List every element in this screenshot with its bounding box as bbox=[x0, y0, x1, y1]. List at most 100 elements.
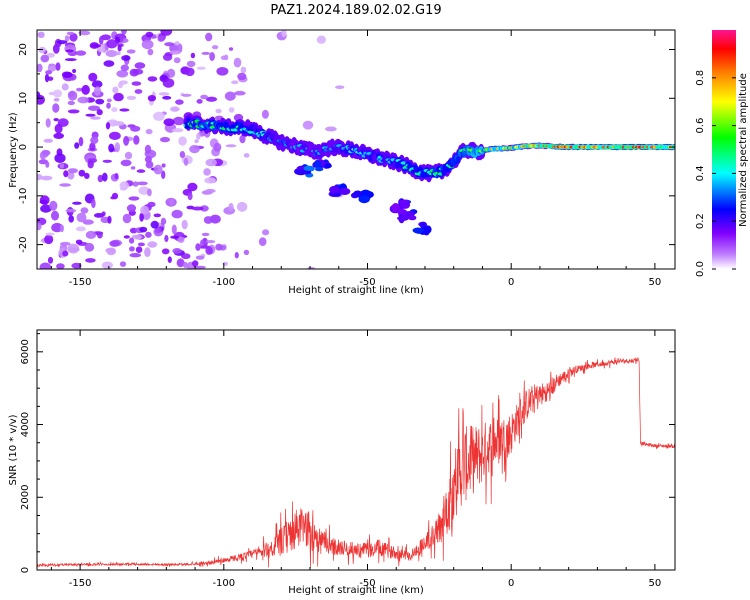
spectrogram-frame bbox=[36, 29, 676, 270]
noise-speckle bbox=[40, 204, 52, 213]
colorbar-tick-label: 0.4 bbox=[695, 165, 706, 181]
noise-speckle bbox=[177, 236, 185, 243]
figure-title: PAZ1.2024.189.02.02.G19 bbox=[270, 3, 441, 18]
noise-speckle bbox=[167, 256, 172, 264]
noise-speckle bbox=[67, 243, 80, 254]
noise-speckle bbox=[67, 100, 76, 106]
noise-speckle bbox=[91, 44, 101, 48]
noise-speckle bbox=[114, 142, 121, 153]
noise-speckle bbox=[169, 198, 175, 206]
noise-speckle bbox=[132, 234, 143, 240]
noise-speckle bbox=[106, 247, 116, 256]
noise-speckle bbox=[67, 168, 78, 174]
noise-speckle bbox=[132, 181, 139, 187]
signal-blob bbox=[315, 167, 324, 172]
noise-speckle bbox=[224, 91, 236, 101]
noise-speckle bbox=[171, 209, 183, 219]
noise-speckle bbox=[175, 99, 184, 105]
noise-speckle bbox=[126, 204, 137, 213]
noise-speckle bbox=[45, 70, 53, 75]
ridge-core bbox=[247, 130, 254, 134]
noise-speckle bbox=[80, 207, 89, 214]
noise-speckle bbox=[85, 258, 96, 263]
noise-speckle bbox=[119, 80, 128, 85]
x-tick-label: -100 bbox=[212, 578, 235, 589]
noise-speckle bbox=[106, 39, 118, 49]
noise-speckle bbox=[176, 258, 185, 268]
noise-speckle bbox=[243, 153, 250, 158]
noise-speckle bbox=[82, 219, 94, 225]
noise-speckle bbox=[117, 44, 122, 52]
noise-speckle bbox=[234, 90, 246, 96]
spectrogram-x-label: Height of straight line (km) bbox=[288, 285, 424, 296]
noise-speckle bbox=[176, 43, 183, 53]
noise-speckle bbox=[76, 87, 84, 92]
noise-speckle bbox=[138, 186, 150, 195]
noise-speckle bbox=[147, 188, 152, 197]
signal-blob bbox=[406, 210, 416, 217]
noise-speckle bbox=[191, 206, 204, 211]
noise-speckle bbox=[181, 219, 188, 230]
noise-speckle bbox=[205, 246, 213, 255]
noise-speckle bbox=[123, 235, 130, 239]
y-tick-label: 4000 bbox=[20, 412, 31, 437]
noise-speckle bbox=[211, 45, 219, 50]
noise-speckle bbox=[96, 109, 103, 116]
noise-speckle bbox=[52, 103, 60, 113]
y-tick-label: 0 bbox=[20, 567, 31, 573]
signal-blob bbox=[412, 227, 424, 234]
signal-blob bbox=[424, 225, 432, 234]
noise-speckle bbox=[200, 205, 209, 212]
colorbar: 0.0 0.2 0.4 0.6 0.8 Normalized spectral ampl… bbox=[695, 30, 749, 277]
noise-speckle bbox=[37, 222, 42, 231]
signal-blob bbox=[324, 163, 332, 169]
noise-speckle bbox=[196, 66, 206, 70]
noise-speckle bbox=[106, 98, 112, 103]
noise-speckle bbox=[91, 80, 103, 88]
noise-speckle bbox=[172, 248, 182, 254]
y-tick-label: -10 bbox=[18, 188, 29, 204]
noise-speckle bbox=[131, 81, 142, 86]
noise-speckle bbox=[162, 95, 172, 100]
x-tick-label: 50 bbox=[649, 578, 662, 589]
noise-speckle bbox=[46, 52, 55, 58]
noise-speckle bbox=[147, 76, 158, 82]
noise-speckle bbox=[88, 72, 98, 82]
noise-speckle bbox=[37, 91, 41, 100]
noise-speckle bbox=[187, 182, 198, 192]
snr-background bbox=[37, 330, 675, 570]
noise-speckle bbox=[147, 241, 158, 248]
noise-speckle bbox=[84, 242, 95, 252]
noise-speckle bbox=[56, 40, 68, 45]
noise-speckle bbox=[88, 105, 100, 111]
ridge-body bbox=[455, 156, 461, 164]
noise-speckle bbox=[45, 232, 55, 236]
noise-speckle bbox=[110, 196, 116, 200]
noise-speckle bbox=[102, 159, 113, 163]
noise-speckle bbox=[116, 70, 129, 78]
noise-speckle bbox=[78, 136, 84, 147]
noise-speckle bbox=[135, 246, 143, 253]
noise-speckle bbox=[209, 214, 221, 224]
noise-speckle bbox=[158, 92, 170, 96]
noise-speckle bbox=[205, 96, 218, 102]
noise-speckle bbox=[102, 172, 108, 182]
noise-speckle bbox=[75, 50, 87, 56]
noise-speckle bbox=[237, 72, 247, 81]
noise-speckle bbox=[160, 217, 167, 225]
noise-speckle bbox=[64, 58, 77, 62]
signal-blob bbox=[303, 166, 314, 171]
x-tick-label: -50 bbox=[359, 277, 375, 288]
noise-speckle bbox=[139, 226, 148, 233]
signal-blob bbox=[419, 221, 427, 228]
noise-speckle bbox=[316, 35, 326, 44]
noise-speckle bbox=[94, 86, 101, 96]
snr-axes: -150 -100 -50 0 50 0 2000 4000 6000 bbox=[20, 330, 675, 589]
x-tick-label: 50 bbox=[649, 277, 662, 288]
noise-speckle bbox=[61, 83, 69, 91]
noise-speckle bbox=[147, 48, 154, 56]
noise-speckle bbox=[307, 266, 316, 269]
noise-speckle bbox=[119, 108, 130, 112]
noise-speckle bbox=[101, 261, 113, 269]
